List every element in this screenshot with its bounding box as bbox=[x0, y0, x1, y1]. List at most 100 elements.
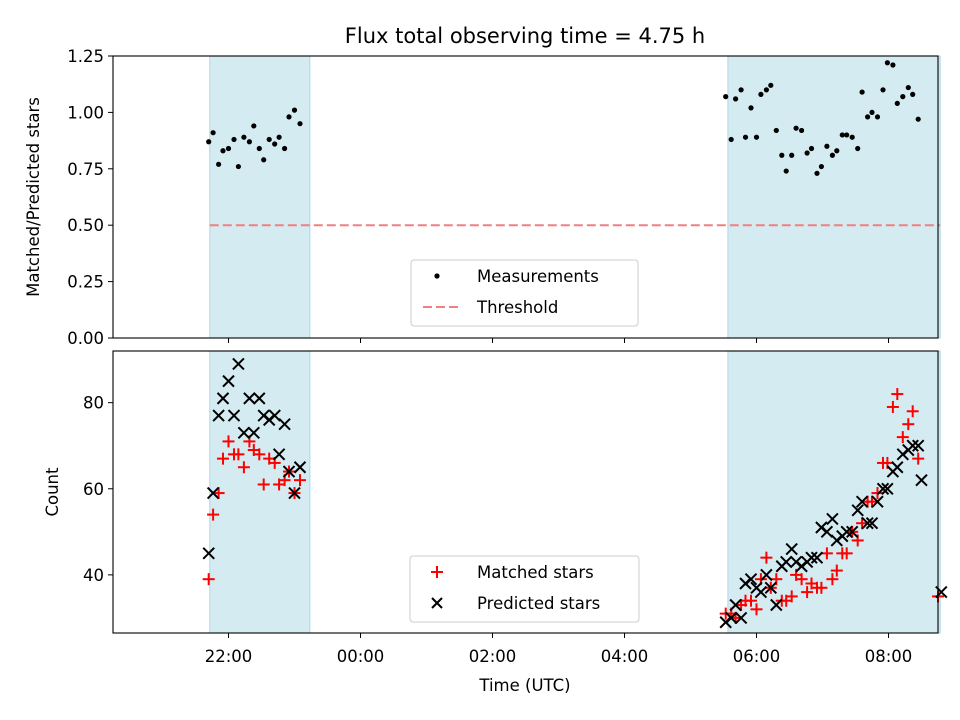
measurement-point bbox=[789, 152, 795, 158]
ratio-panel-ylabel: Matched/Predicted stars bbox=[24, 97, 43, 297]
matched-star-point bbox=[856, 517, 869, 530]
legend-matched-marker bbox=[431, 566, 443, 578]
measurement-point bbox=[246, 139, 252, 145]
measurement-point bbox=[773, 127, 779, 134]
predicted-star-point bbox=[216, 392, 230, 405]
ratio-panel: 0.00 0.25 0.50 0.75 1.00 1.25 Matched/Predict… bbox=[24, 47, 941, 348]
x-tick-label: 22:00 bbox=[205, 647, 253, 666]
matched-star-point bbox=[830, 564, 843, 577]
matched-star-point bbox=[232, 448, 245, 461]
count-panel-xlabel: Time (UTC) bbox=[478, 676, 570, 695]
observing-window-2 bbox=[727, 350, 941, 634]
y-tick-label: 40 bbox=[83, 566, 104, 585]
matched-star-point bbox=[840, 547, 853, 560]
predicted-star-point bbox=[891, 461, 904, 474]
measurement-point bbox=[814, 170, 820, 176]
measurement-point bbox=[753, 134, 760, 140]
x-tick-label: 02:00 bbox=[469, 647, 517, 666]
measurement-point bbox=[251, 123, 257, 129]
measurement-point bbox=[241, 134, 247, 140]
measurement-point bbox=[874, 114, 881, 120]
measurement-point bbox=[286, 114, 292, 120]
ratio-legend-frame bbox=[410, 259, 639, 327]
predicted-star-point bbox=[272, 448, 286, 461]
predicted-star-point bbox=[222, 374, 235, 388]
predicted-star-point bbox=[820, 525, 834, 539]
predicted-star-point bbox=[826, 512, 839, 526]
measurement-point bbox=[733, 96, 739, 102]
matched-star-point bbox=[750, 603, 763, 616]
predicted-star-point bbox=[253, 392, 266, 405]
measurement-point bbox=[276, 134, 282, 140]
predicted-star-point bbox=[805, 551, 818, 564]
measurement-point bbox=[768, 82, 774, 88]
measurement-point bbox=[783, 168, 789, 174]
predicted-star-point bbox=[247, 426, 261, 440]
predicted-star-point bbox=[911, 439, 925, 452]
predicted-star-point bbox=[851, 504, 864, 517]
predicted-star-point bbox=[779, 555, 793, 569]
matched-star-point bbox=[257, 478, 270, 491]
count-panel-ylabel: Count bbox=[43, 467, 62, 517]
matched-star-point bbox=[896, 431, 909, 444]
measurement-point bbox=[297, 121, 303, 127]
x-tick-label: 06:00 bbox=[733, 647, 781, 666]
measurement-point bbox=[206, 139, 212, 145]
measurement-point bbox=[231, 136, 237, 143]
y-tick-label: 80 bbox=[83, 394, 104, 413]
measurement-point bbox=[758, 91, 764, 97]
matched-star-point bbox=[212, 487, 225, 500]
matched-star-point bbox=[217, 452, 229, 465]
measurement-point bbox=[855, 145, 861, 152]
measurement-point bbox=[723, 94, 729, 100]
legend-measurements-label: Measurements bbox=[477, 267, 599, 286]
legend-matched-label: Matched stars bbox=[477, 563, 594, 582]
measurement-point bbox=[804, 150, 810, 156]
predicted-star-point bbox=[237, 426, 251, 440]
matched-star-point bbox=[795, 573, 808, 586]
observing-window-1 bbox=[209, 55, 311, 339]
measurement-point bbox=[829, 152, 836, 158]
matched-star-point bbox=[202, 573, 215, 586]
x-tick-label: 08:00 bbox=[865, 647, 913, 666]
measurement-point bbox=[728, 136, 734, 143]
measurement-points bbox=[206, 60, 921, 176]
predicted-star-point bbox=[845, 525, 859, 539]
predicted-star-point bbox=[212, 409, 225, 422]
measurement-point bbox=[884, 60, 891, 66]
predicted-star-point bbox=[770, 598, 783, 612]
predicted-star-point bbox=[906, 439, 919, 452]
predicted-star-point bbox=[206, 486, 220, 500]
predicted-star-point bbox=[293, 461, 307, 474]
matched-star-point bbox=[891, 388, 904, 401]
count-legend-frame bbox=[409, 555, 640, 623]
matched-star-point bbox=[886, 400, 899, 413]
count-legend: Matched stars Predicted stars bbox=[409, 555, 640, 623]
predicted-star-point bbox=[282, 465, 296, 478]
measurement-point bbox=[824, 143, 830, 149]
measurement-point bbox=[818, 163, 825, 170]
predicted-star-point bbox=[915, 473, 928, 487]
matched-star-point bbox=[801, 586, 814, 599]
y-tick-label: 0.00 bbox=[67, 329, 104, 348]
measurement-point bbox=[793, 125, 799, 131]
count-panel-frame bbox=[112, 350, 939, 634]
predicted-star-point bbox=[744, 572, 758, 586]
measurement-point bbox=[748, 105, 754, 111]
measurement-point bbox=[799, 127, 805, 134]
measurement-point bbox=[865, 114, 871, 120]
measurement-point bbox=[272, 141, 278, 147]
predicted-star-point bbox=[232, 357, 245, 371]
y-axis-ticks: 40 60 80 bbox=[83, 394, 113, 585]
matched-star-point bbox=[253, 448, 266, 461]
matched-star-point bbox=[826, 573, 839, 586]
measurement-point bbox=[291, 107, 298, 113]
matched-star-point bbox=[237, 461, 250, 474]
measurement-point bbox=[266, 136, 272, 143]
predicted-star-point bbox=[227, 409, 241, 422]
predicted-star-point bbox=[724, 611, 738, 625]
measurement-point bbox=[849, 134, 855, 140]
legend-measurements-marker bbox=[434, 273, 440, 279]
y-tick-label: 0.50 bbox=[67, 216, 104, 235]
y-tick-label: 1.25 bbox=[67, 47, 104, 66]
